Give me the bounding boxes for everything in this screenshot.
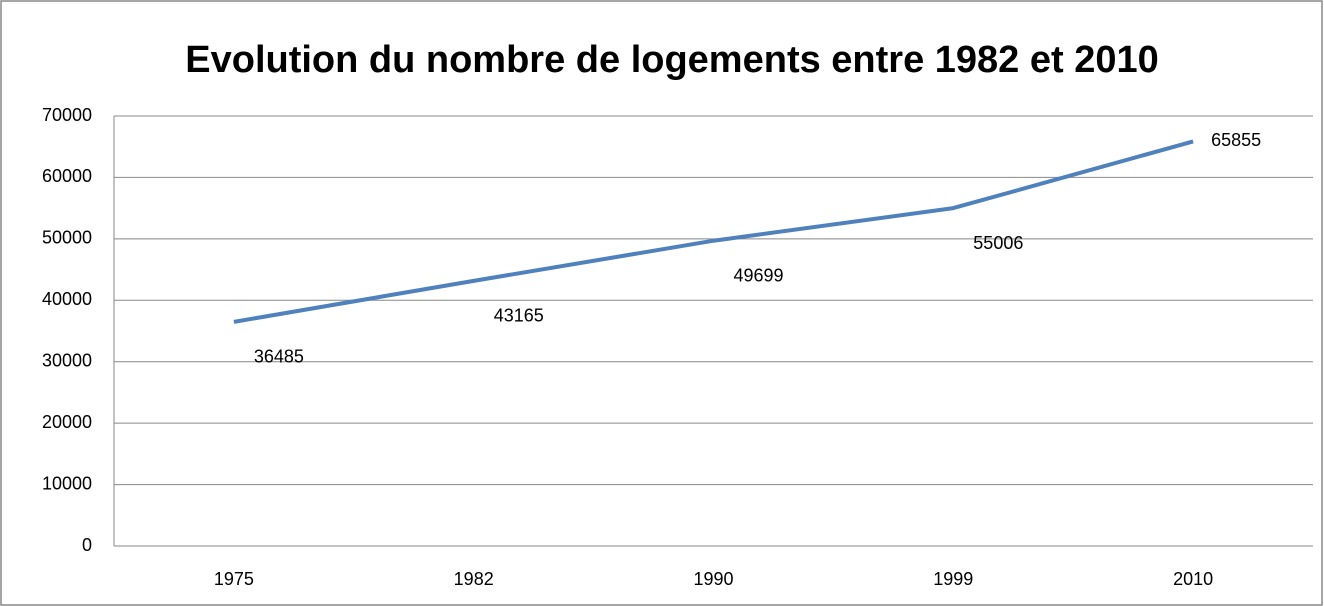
x-tick-label: 2010 <box>1173 569 1213 589</box>
x-tick-label: 1982 <box>454 569 494 589</box>
data-label: 55006 <box>973 233 1023 253</box>
chart-title: Evolution du nombre de logements entre 1… <box>185 39 1159 81</box>
y-tick-label: 40000 <box>42 289 92 309</box>
y-tick-label: 0 <box>82 535 92 555</box>
y-tick-label: 10000 <box>42 473 92 493</box>
x-tick-label: 1975 <box>214 569 254 589</box>
y-tick-label: 20000 <box>42 412 92 432</box>
y-tick-label: 50000 <box>42 228 92 248</box>
y-tick-label: 70000 <box>42 105 92 125</box>
data-label: 36485 <box>254 347 304 367</box>
y-tick-label: 60000 <box>42 166 92 186</box>
data-label: 43165 <box>494 306 544 326</box>
x-tick-label: 1999 <box>933 569 973 589</box>
data-label: 49699 <box>734 265 784 285</box>
y-tick-label: 30000 <box>42 350 92 370</box>
data-line <box>233 139 1194 324</box>
x-tick-label: 1990 <box>693 569 733 589</box>
data-label: 65855 <box>1211 130 1261 150</box>
